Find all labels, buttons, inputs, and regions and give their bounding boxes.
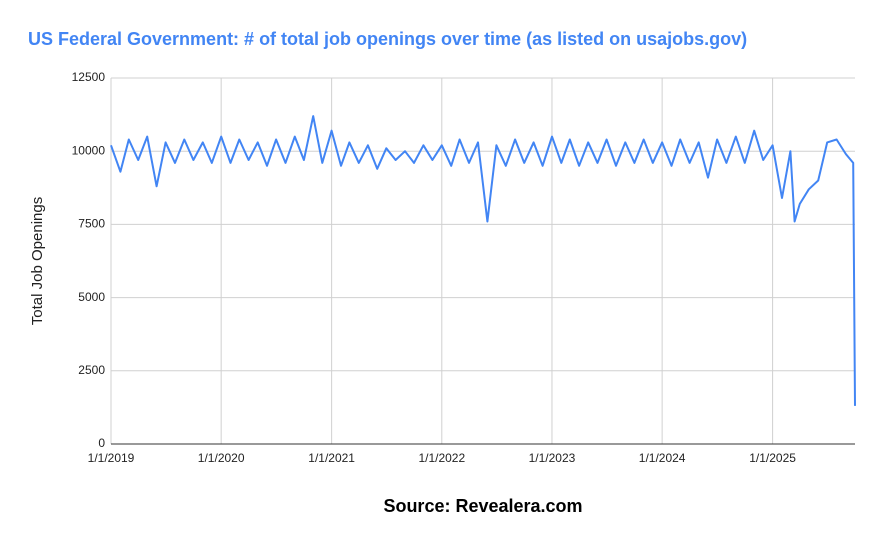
x-tick-label: 1/1/2019 (88, 451, 135, 465)
x-tick-label: 1/1/2025 (749, 451, 796, 465)
y-tick-label: 0 (98, 436, 105, 450)
y-axis-label: Total Job Openings (29, 197, 46, 325)
x-tick-label: 1/1/2020 (198, 451, 245, 465)
y-tick-label: 7500 (78, 217, 105, 231)
x-tick-label: 1/1/2024 (639, 451, 686, 465)
x-tick-label: 1/1/2023 (529, 451, 576, 465)
y-tick-label: 2500 (78, 363, 105, 377)
source: Source: Revealera.com (383, 496, 582, 516)
x-tick-label: 1/1/2021 (308, 451, 355, 465)
y-tick-label: 10000 (72, 143, 106, 157)
y-tick-label: 5000 (78, 290, 105, 304)
y-tick-label: 12500 (72, 70, 106, 84)
chart-title: US Federal Government: # of total job op… (28, 29, 747, 49)
x-tick-label: 1/1/2022 (418, 451, 465, 465)
data-line (110, 115, 856, 406)
